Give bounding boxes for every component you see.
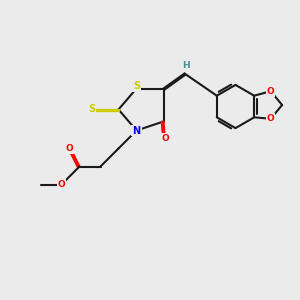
Text: N: N bbox=[132, 125, 141, 136]
Text: S: S bbox=[88, 104, 95, 115]
Text: O: O bbox=[58, 180, 65, 189]
Text: O: O bbox=[65, 144, 73, 153]
Text: O: O bbox=[161, 134, 169, 143]
Text: S: S bbox=[133, 81, 140, 91]
Text: O: O bbox=[267, 114, 274, 123]
Text: O: O bbox=[267, 87, 274, 96]
Text: H: H bbox=[182, 61, 190, 70]
